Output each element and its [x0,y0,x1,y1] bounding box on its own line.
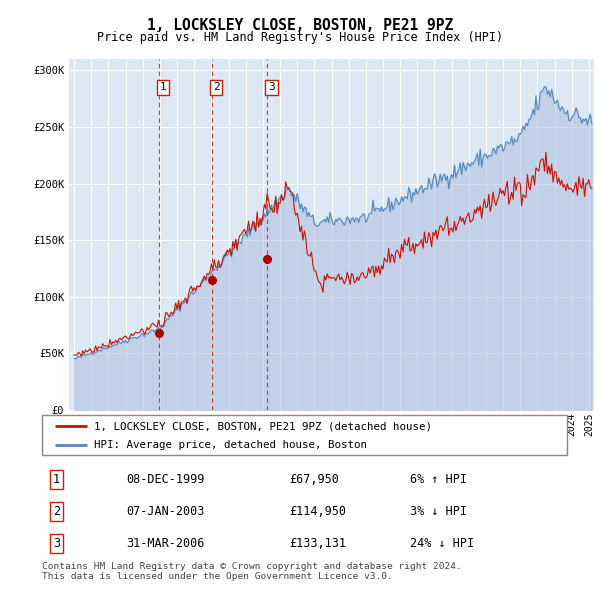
Text: Price paid vs. HM Land Registry's House Price Index (HPI): Price paid vs. HM Land Registry's House … [97,31,503,44]
Text: £114,950: £114,950 [289,505,346,518]
Text: £133,131: £133,131 [289,537,346,550]
Text: 1, LOCKSLEY CLOSE, BOSTON, PE21 9PZ (detached house): 1, LOCKSLEY CLOSE, BOSTON, PE21 9PZ (det… [95,421,433,431]
Text: 24% ↓ HPI: 24% ↓ HPI [409,537,473,550]
Text: 08-DEC-1999: 08-DEC-1999 [126,473,205,486]
Text: 3% ↓ HPI: 3% ↓ HPI [409,505,467,518]
Text: HPI: Average price, detached house, Boston: HPI: Average price, detached house, Bost… [95,441,367,450]
Text: 1, LOCKSLEY CLOSE, BOSTON, PE21 9PZ: 1, LOCKSLEY CLOSE, BOSTON, PE21 9PZ [147,18,453,32]
Text: 2: 2 [53,505,60,518]
Text: 2: 2 [213,83,220,92]
FancyBboxPatch shape [42,415,567,455]
Text: £67,950: £67,950 [289,473,338,486]
Text: 3: 3 [268,83,275,92]
Text: 1: 1 [53,473,60,486]
Text: 31-MAR-2006: 31-MAR-2006 [126,537,205,550]
Text: 1: 1 [160,83,166,92]
Text: Contains HM Land Registry data © Crown copyright and database right 2024.
This d: Contains HM Land Registry data © Crown c… [42,562,462,581]
Text: 07-JAN-2003: 07-JAN-2003 [126,505,205,518]
Text: 3: 3 [53,537,60,550]
Text: 6% ↑ HPI: 6% ↑ HPI [409,473,467,486]
